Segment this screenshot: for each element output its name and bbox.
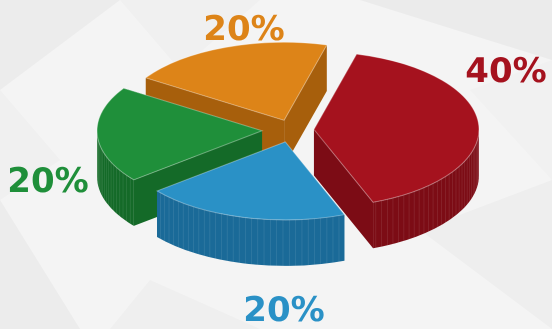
- slice-percent-label: 20%: [203, 9, 284, 49]
- pie-slice: [313, 53, 480, 249]
- slice-side: [313, 129, 374, 249]
- slice-top: [96, 87, 264, 181]
- bg-triangle: [0, 0, 120, 90]
- pie-slice: [155, 141, 346, 266]
- bg-triangle: [110, 280, 260, 329]
- slice-top: [155, 141, 346, 221]
- bg-triangle: [0, 90, 60, 200]
- bg-triangle: [0, 200, 80, 329]
- slice-rim: [373, 129, 479, 249]
- slice-rim: [97, 130, 134, 226]
- bg-triangle: [360, 0, 552, 60]
- slice-percent-label: 40%: [465, 51, 546, 91]
- slice-top: [144, 41, 328, 121]
- slice-percent-label: 20%: [7, 161, 88, 201]
- slice-rim: [157, 190, 345, 266]
- slice-percent-label: 20%: [243, 290, 324, 329]
- bg-triangle: [120, 0, 260, 70]
- slice-side: [284, 44, 327, 167]
- bg-triangle: [420, 180, 552, 329]
- bg-triangle: [470, 60, 552, 180]
- slice-top: [313, 53, 480, 203]
